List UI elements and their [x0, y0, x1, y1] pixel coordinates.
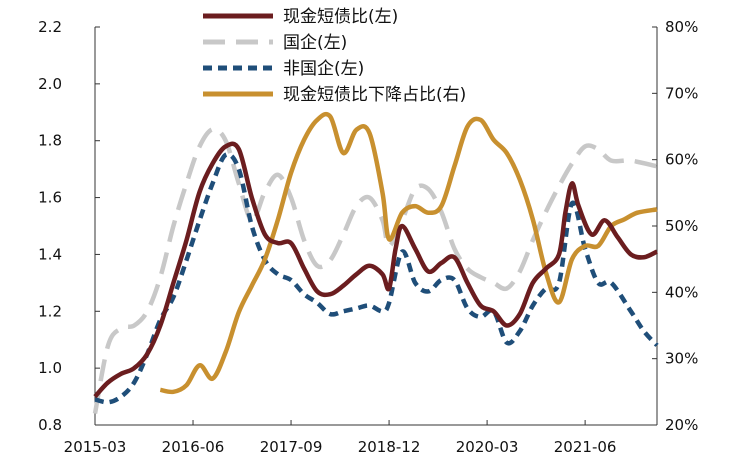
axes: 0.8 1.0 1.2 1.4 1.6 1.8 2.0 2.2 20% 30% 40% 50% 60% 7… [38, 18, 698, 456]
series-line-3 [94, 152, 659, 405]
left-axis-tick-label: 2.0 [38, 75, 62, 93]
x-axis-tick-label: 2020-03 [456, 438, 519, 456]
series-line-1 [93, 141, 658, 399]
right-axis-tick-label: 20% [665, 416, 698, 434]
right-axis-tick-label: 70% [665, 84, 698, 102]
x-axis-tick-label: 2018-12 [358, 438, 421, 456]
left-axis-tick-label: 1.4 [38, 245, 62, 263]
x-axis-tick-label: 2016-06 [162, 438, 225, 456]
right-axis-tick-label: 30% [665, 350, 698, 368]
legend-label-4: 现金短债比下降占比(右) [283, 85, 466, 105]
left-axis-tick-label: 0.8 [38, 416, 62, 434]
legend-label-2: 国企(左) [283, 33, 347, 53]
legend-label-3: 非国企(左) [283, 59, 364, 79]
x-axis-tick-label: 2015-03 [64, 438, 127, 456]
left-axis-tick-label: 1.0 [38, 359, 62, 377]
left-axis-tick-label: 1.6 [38, 189, 62, 207]
right-axis-tick-label: 40% [665, 283, 698, 301]
right-axis-tick-label: 60% [665, 151, 698, 169]
left-axis-tick-label: 2.2 [38, 18, 62, 36]
plot-area [92, 111, 659, 415]
series-line-2 [92, 126, 658, 415]
left-axis-tick-label: 1.8 [38, 132, 62, 150]
legend-label-1: 现金短债比(左) [283, 7, 398, 27]
legend: 现金短债比(左) 国企(左) 非国企(左) 现金短债比下降占比(右) [203, 7, 466, 105]
x-axis-tick-label: 2017-09 [260, 438, 323, 456]
left-axis-tick-label: 1.2 [38, 302, 62, 320]
x-axis-tick-label: 2021-06 [554, 438, 617, 456]
right-axis-tick-label: 50% [665, 217, 698, 235]
series-line-4 [159, 111, 658, 395]
right-axis-tick-label: 80% [665, 18, 698, 36]
